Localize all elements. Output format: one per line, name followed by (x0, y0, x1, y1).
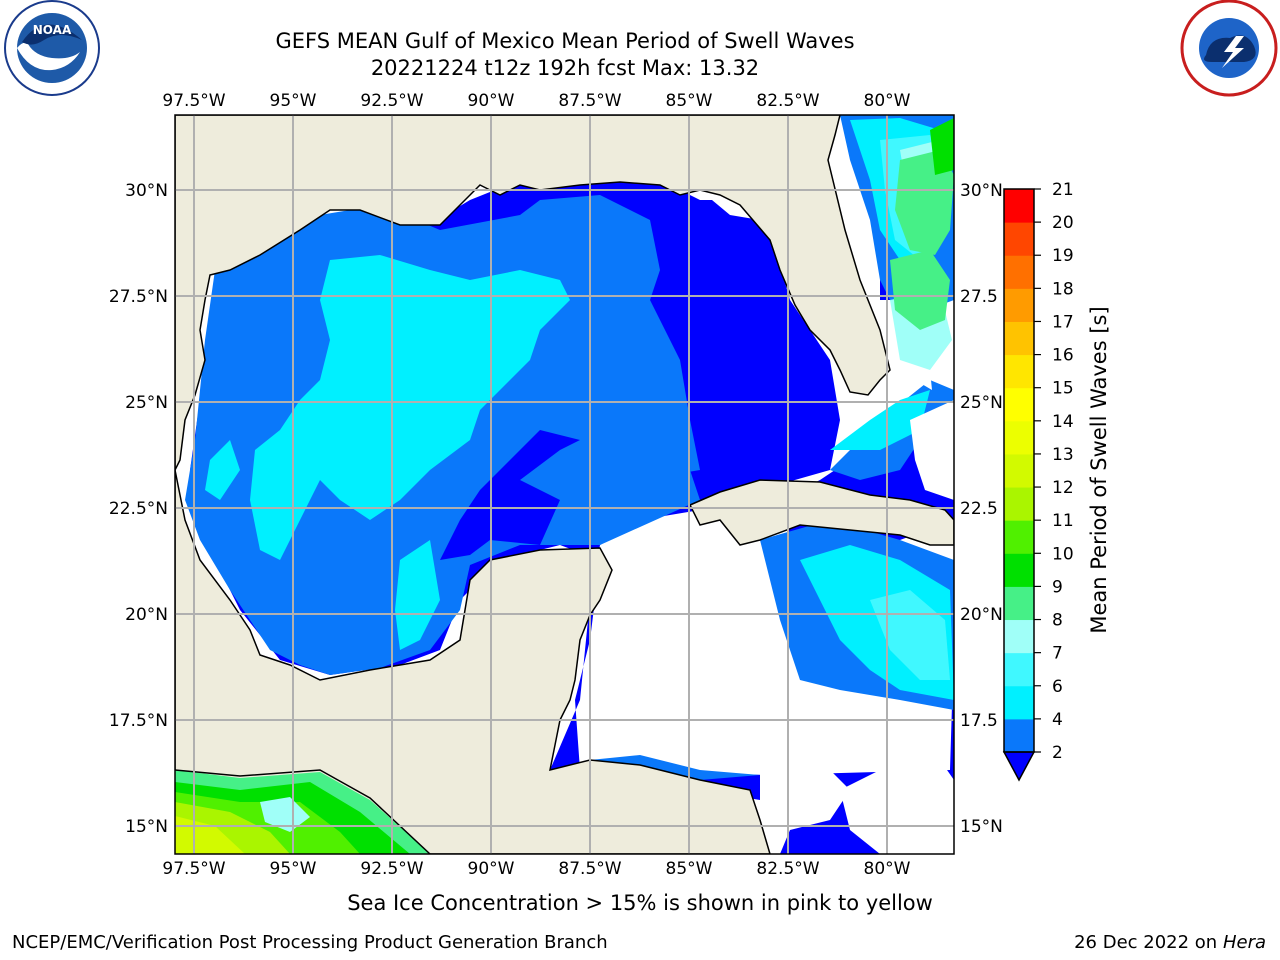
lon-tick-label-bottom: 87.5°W (558, 859, 621, 879)
colorbar-tick-label: 20 (1052, 213, 1074, 233)
colorbar-swatch (1004, 420, 1034, 455)
colorbar-tick-label: 6 (1052, 677, 1063, 697)
colorbar-tick-label: 16 (1052, 346, 1074, 366)
chart-title: GEFS MEAN Gulf of Mexico Mean Period of … (275, 29, 855, 53)
lat-tick-label-right: 20°N (960, 605, 1003, 625)
lon-tick-label-bottom: 97.5°W (162, 859, 225, 879)
colorbar-swatch (1004, 321, 1034, 356)
lon-tick-label-top: 92.5°W (360, 91, 423, 111)
colorbar-tick-label: 8 (1052, 611, 1063, 631)
colorbar-tick-label: 4 (1052, 710, 1063, 730)
colorbar-tick-label: 9 (1052, 577, 1063, 597)
colorbar-tick-label: 21 (1052, 180, 1074, 200)
colorbar-swatch (1004, 255, 1034, 289)
colorbar-swatch (1004, 288, 1034, 322)
map-frame (174, 114, 955, 855)
colorbar-tick-label: 11 (1052, 511, 1074, 531)
lat-tick-label-right: 17.5 (960, 711, 998, 731)
lat-tick-label-left: 22.5°N (109, 499, 168, 519)
swell-8-9s (895, 150, 954, 255)
chart-subtitle: 20221224 t12z 192h fcst Max: 13.32 (370, 56, 760, 80)
colorbar: 2 4 6 7 8 9 10 11 12 13 14 15 16 17 18 19 20 21 (1002, 180, 1074, 782)
lon-tick-label-top: 80°W (864, 91, 911, 111)
credit-line: NCEP/EMC/Verification Post Processing Pr… (12, 932, 608, 953)
colorbar-swatch (1004, 718, 1034, 753)
colorbar-tick-label: 2 (1052, 743, 1063, 763)
lat-tick-label-left: 17.5°N (109, 711, 168, 731)
colorbar-swatch (1004, 453, 1034, 488)
lat-tick-label-right: 25°N (960, 393, 1003, 413)
lon-tick-label-top: 90°W (468, 91, 515, 111)
colorbar-tick-label: 10 (1052, 544, 1074, 564)
lon-tick-label-top: 85°W (666, 91, 713, 111)
colorbar-swatch (1004, 487, 1034, 521)
lon-tick-label-top: 97.5°W (162, 91, 225, 111)
colorbar-tick-label: 17 (1052, 312, 1074, 332)
lon-tick-label-bottom: 90°W (468, 859, 515, 879)
date-stamp: 26 Dec 2022 on Hera (1074, 932, 1266, 953)
colorbar-swatch (1004, 354, 1034, 389)
colorbar-swatch (1004, 652, 1034, 687)
colorbar-label: Mean Period of Swell Waves [s] (1087, 306, 1111, 633)
svg-text:NOAA: NOAA (33, 23, 72, 37)
sea-ice-note: Sea Ice Concentration > 15% is shown in … (347, 891, 933, 915)
lon-tick-label-bottom: 82.5°W (756, 859, 819, 879)
colorbar-tick-label: 7 (1052, 644, 1063, 664)
colorbar-tick-label: 12 (1052, 478, 1074, 498)
colorbar-swatch (1004, 222, 1034, 256)
lon-tick-label-top: 87.5°W (558, 91, 621, 111)
colorbar-swatch (1004, 619, 1034, 654)
lon-tick-label-top: 82.5°W (756, 91, 819, 111)
lat-tick-label-right: 30°N (960, 181, 1003, 201)
lon-tick-label-bottom: 80°W (864, 859, 911, 879)
colorbar-swatch (1004, 685, 1034, 720)
colorbar-tick-label: 18 (1052, 279, 1074, 299)
lon-tick-label-top: 95°W (270, 91, 317, 111)
lat-tick-label-left: 30°N (125, 181, 168, 201)
lon-tick-label-bottom: 85°W (666, 859, 713, 879)
lat-tick-label-right: 22.5 (960, 499, 998, 519)
lat-tick-label-left: 27.5°N (109, 287, 168, 307)
colorbar-tick-label: 19 (1052, 246, 1074, 266)
colorbar-swatch (1004, 586, 1034, 621)
lon-tick-label-bottom: 92.5°W (360, 859, 423, 879)
lat-tick-label-left: 20°N (125, 605, 168, 625)
lat-tick-label-left: 15°N (125, 817, 168, 837)
date-text: 26 Dec 2022 on (1074, 932, 1218, 953)
colorbar-swatch (1004, 189, 1034, 223)
map-area (175, 115, 954, 854)
colorbar-tick-label: 14 (1052, 412, 1074, 432)
colorbar-extend-arrow (1002, 751, 1036, 782)
lat-tick-label-right: 15°N (960, 817, 1003, 837)
lat-tick-label-left: 25°N (125, 393, 168, 413)
lat-tick-label-right: 27.5 (960, 287, 998, 307)
host-name: Hera (1222, 932, 1266, 953)
lon-tick-label-bottom: 95°W (270, 859, 317, 879)
map-grid (175, 115, 954, 854)
colorbar-swatch (1004, 520, 1034, 554)
noaa-logo: NOAA (4, 0, 100, 96)
colorbar-tick-label: 15 (1052, 379, 1074, 399)
colorbar-tick-label: 13 (1052, 445, 1074, 465)
colorbar-swatch (1004, 387, 1034, 422)
nws-logo (1180, 0, 1278, 97)
colorbar-swatch (1004, 553, 1034, 587)
